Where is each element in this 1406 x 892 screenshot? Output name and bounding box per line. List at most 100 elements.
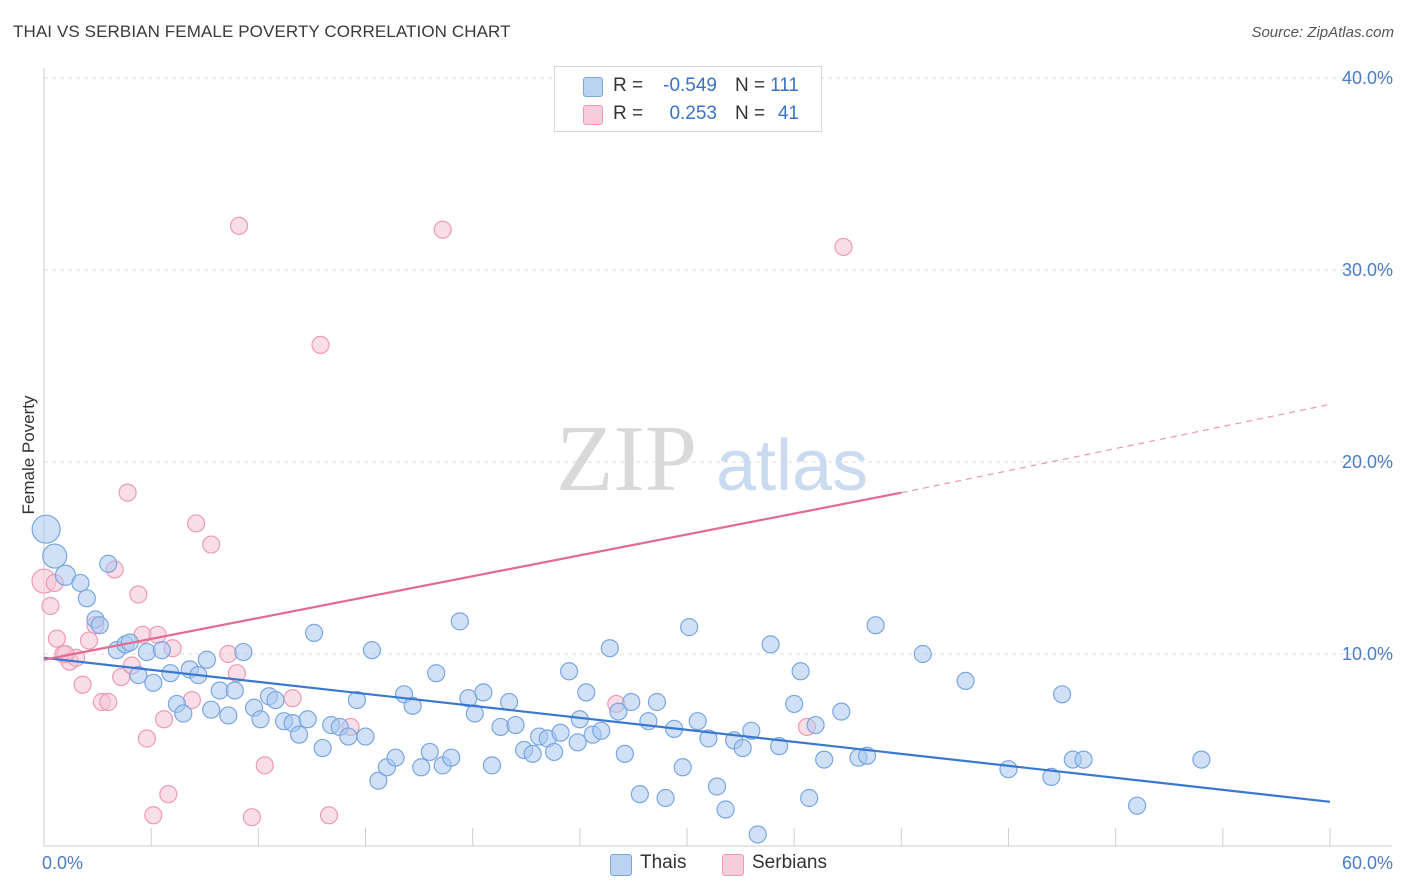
thais-point bbox=[699, 729, 718, 748]
serbians-point bbox=[229, 216, 249, 235]
thais-point bbox=[386, 748, 405, 767]
thais-point bbox=[152, 641, 171, 660]
thais-point bbox=[761, 635, 780, 654]
thais-point bbox=[234, 642, 253, 662]
legend-r-value: 0.253 bbox=[669, 103, 717, 124]
x-tick-label: 0.0% bbox=[42, 853, 83, 873]
thais-point bbox=[600, 639, 619, 658]
thais-point bbox=[313, 738, 332, 758]
thais-point bbox=[500, 692, 519, 712]
thais-points bbox=[31, 514, 1211, 844]
thais-point bbox=[716, 800, 735, 819]
thais-point bbox=[450, 612, 469, 631]
thais-point bbox=[420, 742, 439, 762]
serbians-point bbox=[202, 535, 221, 554]
serbians-point bbox=[148, 625, 167, 644]
thais-point bbox=[560, 662, 579, 681]
legend-n-label: N = bbox=[735, 103, 766, 124]
thais-point bbox=[362, 641, 382, 660]
serbians-point bbox=[154, 710, 174, 729]
thais-point bbox=[688, 712, 707, 731]
thais-point bbox=[347, 690, 367, 710]
thais-point bbox=[551, 723, 570, 742]
serbians-point bbox=[187, 514, 206, 533]
serbians-point bbox=[73, 675, 92, 694]
thais-trend-line bbox=[43, 656, 1331, 803]
legend-row-serbians: R = 0.253 N = 41 bbox=[555, 101, 821, 129]
thais-point bbox=[630, 785, 649, 804]
serbians-point bbox=[159, 785, 178, 804]
thais-point bbox=[219, 706, 238, 725]
thais-point bbox=[733, 738, 752, 758]
thais-point bbox=[225, 681, 244, 700]
thais-point bbox=[913, 644, 932, 664]
thais-point bbox=[99, 554, 118, 573]
x-tick-label: 60.0% bbox=[1342, 853, 1393, 873]
serbians-trend-line bbox=[43, 491, 902, 661]
serbians-trend-extension bbox=[901, 403, 1331, 494]
thais-point bbox=[71, 573, 90, 593]
watermark-atlas: atlas bbox=[716, 426, 868, 506]
y-axis-label: Female Poverty bbox=[19, 395, 38, 515]
thais-point bbox=[806, 715, 825, 735]
thais-point bbox=[615, 744, 634, 763]
serbians-point bbox=[319, 806, 339, 825]
serbians-point bbox=[311, 335, 330, 354]
serbians-point bbox=[433, 220, 452, 239]
thais-point bbox=[412, 758, 431, 777]
thais-point bbox=[742, 721, 761, 740]
thais-point bbox=[427, 664, 446, 683]
legend: R = -0.549 N = 111 R = 0.253 N = 41 bbox=[554, 66, 822, 132]
thais-point bbox=[356, 727, 375, 746]
thais-point bbox=[592, 721, 611, 740]
thais-point bbox=[266, 690, 285, 710]
thais-point bbox=[77, 589, 96, 608]
thais-point bbox=[673, 758, 692, 777]
thais-point bbox=[622, 692, 641, 712]
thais-point bbox=[1042, 767, 1061, 786]
serbians-swatch bbox=[722, 854, 744, 876]
source-label: Source: ZipAtlas.com bbox=[1251, 24, 1394, 41]
thais-point bbox=[482, 756, 502, 775]
serbians-point bbox=[283, 689, 302, 708]
thais-point bbox=[656, 788, 675, 808]
thais-point bbox=[129, 666, 148, 685]
thais-point bbox=[680, 618, 699, 637]
thais-point bbox=[707, 777, 727, 796]
watermark: ZIP atlas bbox=[556, 407, 868, 511]
thais-point bbox=[545, 742, 564, 762]
legend-r-label: R = bbox=[613, 103, 644, 124]
thais-point bbox=[197, 650, 216, 669]
thais-point bbox=[1192, 750, 1211, 769]
serbians-point bbox=[41, 596, 60, 616]
thais-point bbox=[748, 825, 767, 844]
serbians-point bbox=[79, 631, 99, 650]
tick-labels: 10.0% 20.0% 30.0% 40.0% 0.0% 60.0% bbox=[42, 68, 1393, 873]
thais-point bbox=[202, 700, 221, 719]
thais-point bbox=[785, 694, 804, 714]
serbians-point bbox=[99, 692, 118, 712]
axes bbox=[43, 68, 1392, 847]
thais-point bbox=[369, 771, 388, 790]
thais-point bbox=[251, 710, 270, 729]
thais-point bbox=[800, 788, 819, 808]
bottom-legend: Thais Serbians bbox=[0, 852, 1406, 878]
watermark-zip: ZIP bbox=[556, 407, 697, 511]
legend-row-thais: R = -0.549 N = 111 bbox=[555, 73, 821, 101]
thais-point bbox=[304, 623, 324, 642]
bottom-legend-label: Thais bbox=[640, 852, 687, 873]
serbians-swatch bbox=[583, 105, 603, 125]
thais-point bbox=[577, 683, 596, 702]
thais-point bbox=[54, 564, 77, 586]
thais-point bbox=[144, 673, 163, 692]
thais-point bbox=[339, 727, 358, 746]
thais-point bbox=[137, 642, 156, 662]
thais-point bbox=[491, 717, 510, 737]
legend-n-value: 41 bbox=[777, 103, 799, 124]
thais-point bbox=[1074, 750, 1093, 769]
serbians-point bbox=[47, 629, 66, 648]
y-tick-label: 30.0% bbox=[1342, 260, 1393, 280]
serbians-point bbox=[834, 237, 853, 257]
thais-point bbox=[31, 514, 61, 544]
